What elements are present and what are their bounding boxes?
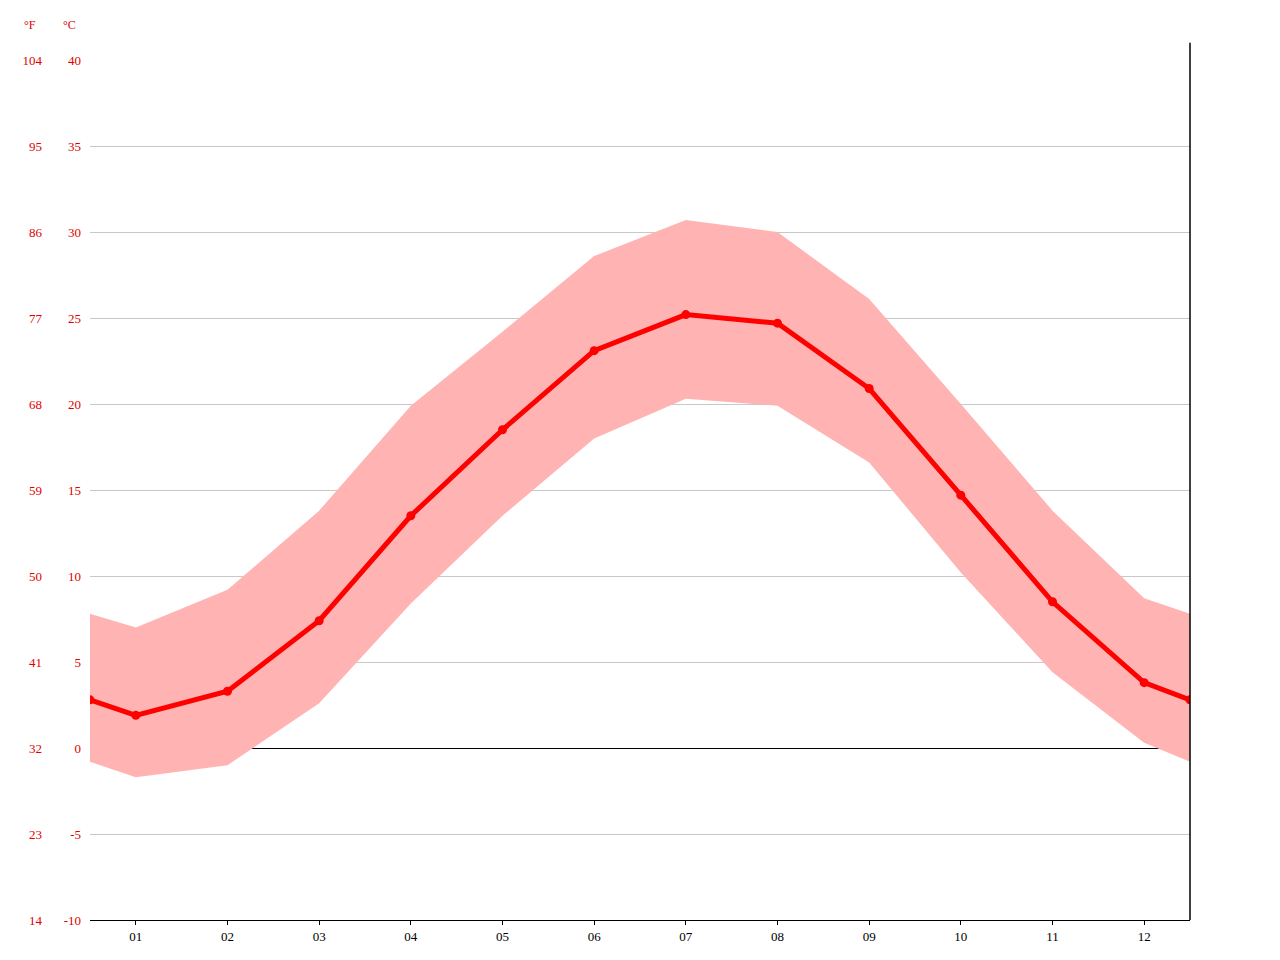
svg-text:14: 14 <box>29 913 43 928</box>
svg-text:35: 35 <box>68 139 81 154</box>
svg-text:25: 25 <box>68 311 81 326</box>
svg-text:02: 02 <box>221 929 234 944</box>
svg-text:09: 09 <box>863 929 876 944</box>
svg-text:95: 95 <box>29 139 42 154</box>
svg-text:32: 32 <box>29 741 42 756</box>
svg-text:03: 03 <box>313 929 326 944</box>
svg-text:86: 86 <box>29 225 43 240</box>
svg-text:06: 06 <box>588 929 602 944</box>
svg-text:68: 68 <box>29 397 42 412</box>
svg-text:59: 59 <box>29 483 42 498</box>
svg-text:0: 0 <box>75 741 82 756</box>
svg-text:01: 01 <box>129 929 142 944</box>
svg-text:41: 41 <box>29 655 42 670</box>
svg-text:°F: °F <box>24 18 36 32</box>
svg-text:20: 20 <box>68 397 81 412</box>
svg-text:104: 104 <box>23 53 43 68</box>
svg-text:10: 10 <box>954 929 967 944</box>
svg-text:10: 10 <box>68 569 81 584</box>
svg-text:05: 05 <box>496 929 509 944</box>
svg-text:-5: -5 <box>70 827 81 842</box>
svg-text:07: 07 <box>679 929 693 944</box>
svg-text:-10: -10 <box>64 913 81 928</box>
svg-text:12: 12 <box>1138 929 1151 944</box>
svg-text:50: 50 <box>29 569 42 584</box>
svg-text:11: 11 <box>1046 929 1059 944</box>
svg-text:04: 04 <box>404 929 418 944</box>
svg-text:77: 77 <box>29 311 43 326</box>
svg-text:30: 30 <box>68 225 81 240</box>
svg-text:15: 15 <box>68 483 81 498</box>
svg-text:40: 40 <box>68 53 81 68</box>
svg-text:5: 5 <box>75 655 82 670</box>
svg-text:08: 08 <box>771 929 784 944</box>
svg-text:23: 23 <box>29 827 42 842</box>
svg-text:°C: °C <box>63 18 76 32</box>
